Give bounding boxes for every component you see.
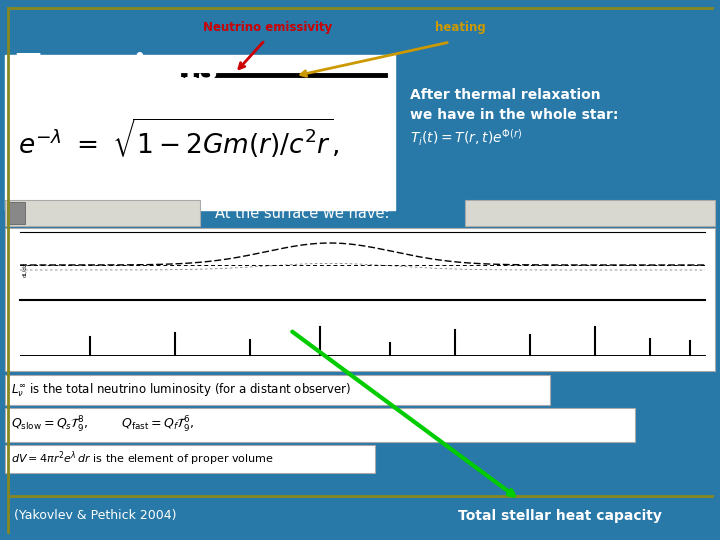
Text: heating: heating: [435, 22, 485, 35]
Text: we have in the whole star:: we have in the whole star:: [410, 108, 618, 122]
Bar: [5, 445, 375, 473]
Text: $dV = 4\pi r^2 e^\lambda\,dr$ is the element of proper volume: $dV = 4\pi r^2 e^\lambda\,dr$ is the ele…: [11, 450, 274, 468]
Text: $e^{-\lambda}\ =\ \sqrt{1-2Gm(r)/c^2r},$: $e^{-\lambda}\ =\ \sqrt{1-2Gm(r)/c^2r},$: [18, 116, 339, 160]
Text: Total stellar heat capacity: Total stellar heat capacity: [458, 509, 662, 523]
Text: $T_i(t){=}T(r,t)e^{\Phi(r)}$: $T_i(t){=}T(r,t)e^{\Phi(r)}$: [410, 128, 522, 148]
Bar: [465, 200, 715, 226]
Bar: [5, 55, 395, 210]
Text: Equations: Equations: [14, 52, 217, 86]
Text: $L_\nu^\infty$ is the total neutrino luminosity (for a distant observer): $L_\nu^\infty$ is the total neutrino lum…: [11, 381, 351, 399]
Text: (Yakovlev & Pethick 2004): (Yakovlev & Pethick 2004): [14, 510, 176, 523]
Bar: [5, 375, 550, 405]
Bar: [5, 408, 635, 442]
Text: After thermal relaxation: After thermal relaxation: [410, 88, 600, 102]
Bar: [5, 200, 200, 226]
Text: At the surface we have:: At the surface we have:: [215, 206, 390, 220]
Bar: [7, 202, 25, 224]
Text: Neutrino emissivity: Neutrino emissivity: [203, 22, 333, 35]
Bar: [5, 228, 715, 371]
Text: dL/dz: dL/dz: [22, 262, 27, 278]
Text: $Q_{\rm slow} = Q_s\mathcal{T}_9^8,$        $Q_{\rm fast} = Q_f\mathcal{T}_9^6$,: $Q_{\rm slow} = Q_s\mathcal{T}_9^8,$ $Q_…: [11, 415, 194, 435]
